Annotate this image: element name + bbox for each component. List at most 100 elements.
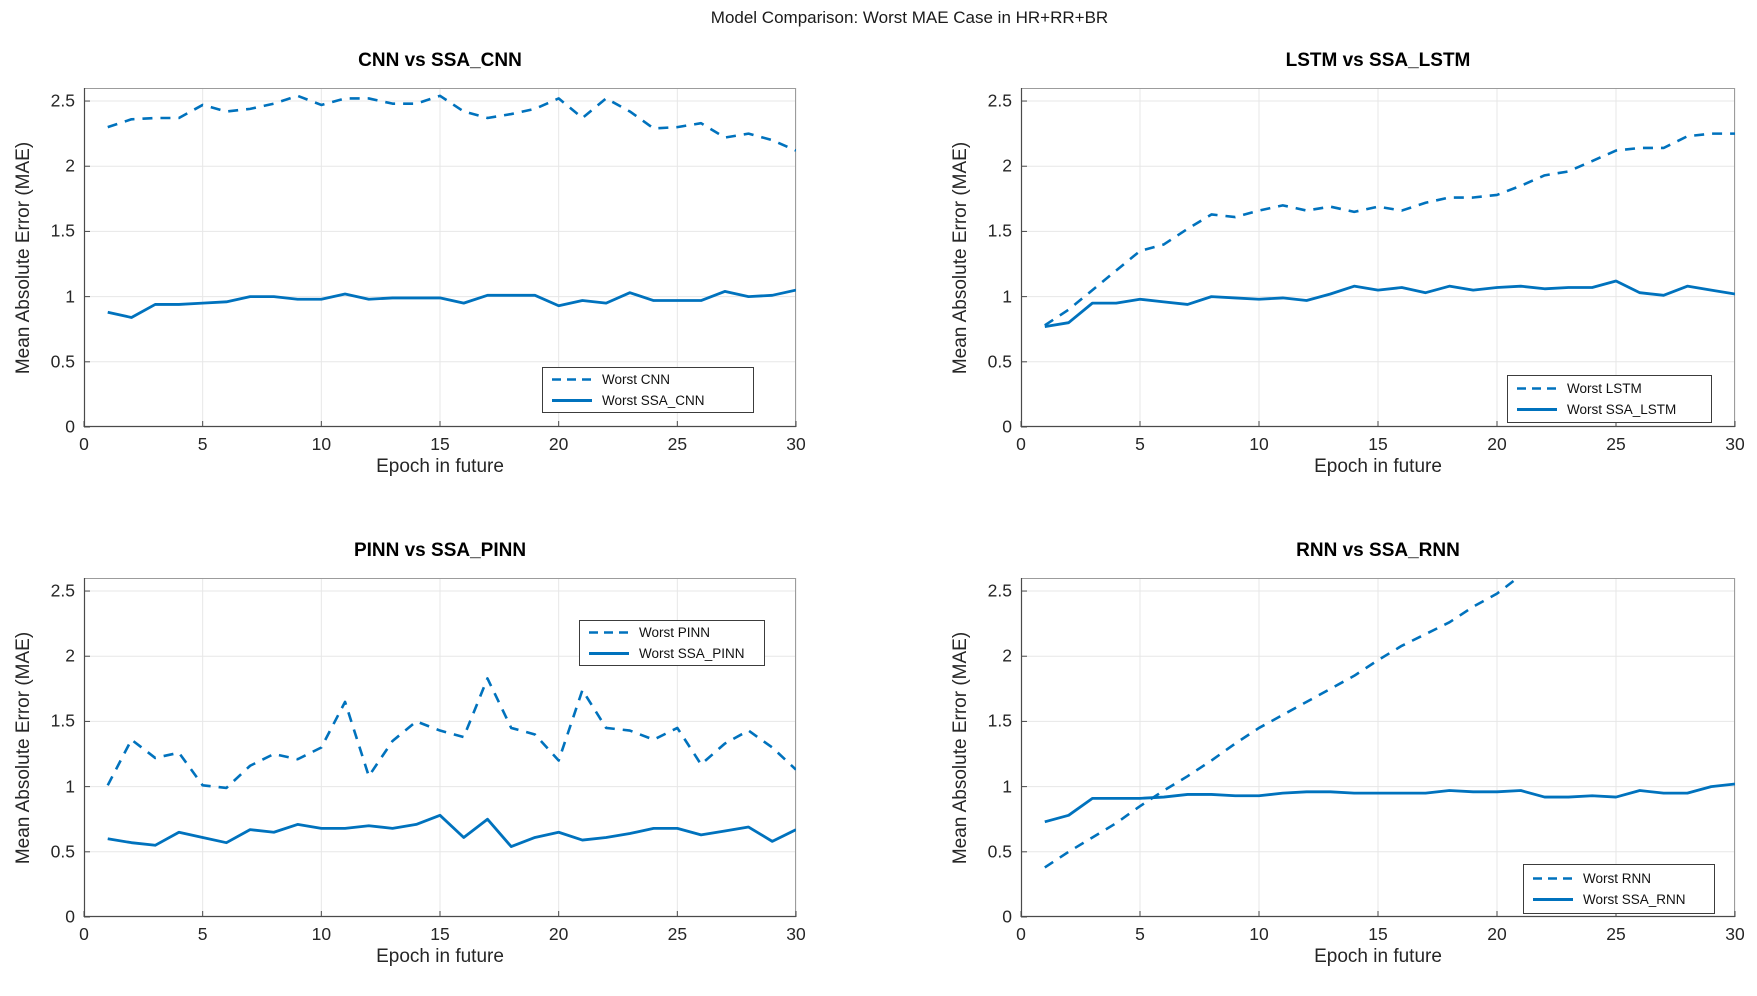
x-tick-label: 25 (667, 434, 688, 454)
x-tick-label: 15 (430, 924, 450, 944)
x-tick-label: 25 (1606, 434, 1626, 454)
y-tick-label: 2 (65, 645, 75, 666)
legend-label-worst-pinn: Worst PINN (639, 625, 710, 640)
x-tick-label: 10 (311, 924, 332, 944)
plot-area: Worst RNN Worst SSA_RNN (1020, 578, 1736, 918)
y-tick-label: 2.5 (987, 90, 1012, 111)
x-tick-label: 30 (1725, 434, 1745, 454)
legend-label-worst-ssa-rnn: Worst SSA_RNN (1583, 892, 1686, 907)
y-tick-label: 0 (1002, 416, 1012, 437)
y-tick-label: 1 (1002, 286, 1012, 307)
subplot-title: CNN vs SSA_CNN (358, 50, 522, 71)
legend-box (542, 367, 754, 413)
subplot-pinn-vs-ssa-pinn: PINN vs SSA_PINN Mean Absolute Error (MA… (13, 540, 806, 967)
y-axis-label: Mean Absolute Error (MAE) (950, 141, 971, 374)
y-tick-label: 0 (1002, 906, 1012, 927)
legend-label-worst-ssa-cnn: Worst SSA_CNN (602, 393, 705, 408)
x-tick-label: 15 (1368, 924, 1388, 944)
y-tick-label: 1 (65, 286, 75, 307)
line-worst-ssa-cnn (107, 288, 796, 319)
x-tick-label: 30 (786, 434, 806, 454)
legend-label-worst-ssa-lstm: Worst SSA_LSTM (1567, 402, 1676, 417)
legend: Worst PINN Worst SSA_PINN (579, 620, 765, 666)
y-tick-label: 0 (65, 906, 75, 927)
line-worst-rnn (1044, 578, 1520, 869)
x-axis-label: Epoch in future (376, 946, 504, 967)
x-tick-label: 10 (1249, 434, 1269, 454)
x-tick-label: 25 (1606, 924, 1626, 944)
series-group (1044, 132, 1735, 328)
y-tick-label: 0.5 (50, 351, 75, 372)
subplot-lstm-vs-ssa-lstm: LSTM vs SSA_LSTM Mean Absolute Error (MA… (950, 50, 1745, 477)
x-tick-label: 30 (1725, 924, 1745, 944)
legend-label-worst-cnn: Worst CNN (602, 372, 670, 387)
x-axis-label: Epoch in future (1314, 946, 1442, 967)
legend-box (1507, 375, 1712, 423)
y-tick-label: 2 (1002, 155, 1012, 176)
subplot-rnn-vs-ssa-rnn: RNN vs SSA_RNN Mean Absolute Error (MAE)… (950, 540, 1745, 967)
line-worst-pinn (106, 677, 796, 790)
x-tick-label: 5 (197, 434, 208, 454)
y-tick-label: 2 (1002, 645, 1012, 666)
y-tick-label: 2 (65, 155, 75, 176)
plot-area: Worst PINN Worst SSA_PINN (83, 578, 797, 918)
legend: Worst CNN Worst SSA_CNN (542, 367, 754, 413)
x-tick-label: 0 (1016, 924, 1026, 944)
line-worst-lstm (1044, 132, 1735, 327)
x-tick-label: 5 (1135, 924, 1145, 944)
y-axis-label: Mean Absolute Error (MAE) (13, 631, 34, 864)
line-worst-ssa-pinn (107, 813, 796, 848)
x-tick-label: 0 (1016, 434, 1026, 454)
x-tick-label: 5 (1135, 434, 1145, 454)
legend-label-worst-ssa-pinn: Worst SSA_PINN (639, 646, 745, 661)
x-tick-label: 20 (1487, 434, 1507, 454)
y-tick-label: 0 (65, 416, 75, 437)
y-tick-label: 1.5 (987, 710, 1012, 731)
legend-box (1523, 864, 1715, 914)
x-tick-label: 25 (667, 924, 688, 944)
y-tick-label: 0.5 (987, 841, 1012, 862)
y-axis-label: Mean Absolute Error (MAE) (950, 631, 971, 864)
x-tick-label: 20 (1487, 924, 1507, 944)
legend-label-worst-rnn: Worst RNN (1583, 871, 1651, 886)
x-tick-label: 10 (1249, 924, 1269, 944)
line-worst-ssa-lstm (1044, 279, 1735, 328)
legend-box (579, 620, 765, 666)
x-tick-label: 10 (311, 434, 332, 454)
y-axis-label: Mean Absolute Error (MAE) (13, 141, 34, 374)
x-tick-label: 5 (197, 924, 208, 944)
plot-area: Worst LSTM Worst SSA_LSTM (1020, 88, 1736, 428)
x-axis-label: Epoch in future (1314, 456, 1442, 477)
y-tick-label: 2.5 (50, 90, 75, 111)
x-tick-label: 0 (79, 924, 89, 944)
plot-area: Worst CNN Worst SSA_CNN (83, 88, 797, 428)
figure-title: Model Comparison: Worst MAE Case in HR+R… (710, 8, 1109, 27)
y-tick-label: 0.5 (987, 351, 1012, 372)
x-tick-label: 15 (430, 434, 450, 454)
x-tick-label: 0 (79, 434, 89, 454)
y-tick-label: 1.5 (987, 220, 1012, 241)
series-group (1044, 578, 1735, 869)
x-tick-label: 30 (786, 924, 806, 944)
subplot-title: RNN vs SSA_RNN (1296, 540, 1460, 561)
line-worst-ssa-rnn (1044, 782, 1735, 824)
x-tick-label: 15 (1368, 434, 1388, 454)
line-worst-cnn (107, 94, 796, 152)
legend: Worst LSTM Worst SSA_LSTM (1507, 375, 1712, 423)
subplot-title: LSTM vs SSA_LSTM (1285, 50, 1471, 71)
y-tick-label: 1.5 (50, 220, 75, 241)
y-tick-label: 1.5 (50, 710, 75, 731)
legend-label-worst-lstm: Worst LSTM (1567, 381, 1642, 396)
series-group (106, 677, 796, 848)
y-tick-label: 1 (1002, 776, 1012, 797)
x-axis-label: Epoch in future (376, 456, 504, 477)
y-tick-label: 2.5 (987, 580, 1012, 601)
x-tick-label: 20 (548, 434, 569, 454)
y-tick-label: 1 (65, 776, 75, 797)
y-tick-label: 2.5 (50, 580, 75, 601)
series-group (107, 94, 796, 319)
legend: Worst RNN Worst SSA_RNN (1523, 864, 1715, 914)
subplot-title: PINN vs SSA_PINN (353, 540, 527, 561)
subplot-cnn-vs-ssa-cnn: CNN vs SSA_CNN Mean Absolute Error (MAE)… (13, 50, 806, 477)
